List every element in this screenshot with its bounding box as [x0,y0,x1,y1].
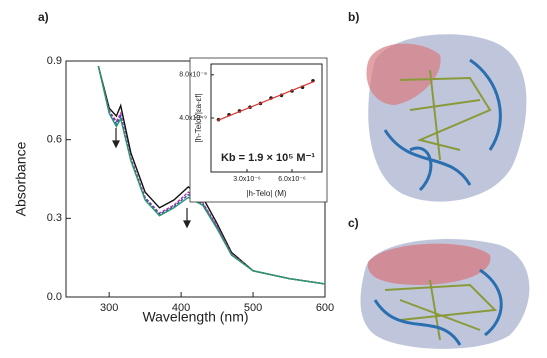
molecule-b [367,34,527,201]
y-tick-label: 0.3 [47,212,62,224]
y-tick-label: 0.9 [47,55,62,67]
annotation: Kb = 1.9 × 10⁵ M⁻¹ [221,152,315,164]
x-axis-label: |h-Telo| (M) [246,189,286,198]
figure: a) b) c) 3004005006000.00.30.60.9Wavelen… [0,0,547,358]
molecule-c [361,239,530,349]
x-tick-label: 6.0x10⁻⁶ [278,176,306,183]
x-tick-label: 600 [316,302,334,314]
x-axis-label: Wavelength (nm) [142,309,248,325]
panel-label: a) [38,10,49,24]
y-tick-label: 8.0x10⁻⁹ [179,72,207,79]
x-tick-label: 300 [100,302,118,314]
arrows [113,128,190,227]
y-axis-label: [h-Telo]/|εa-εf| [194,93,203,142]
y-tick-label: 0.0 [47,291,62,303]
panel-label: b) [348,10,359,24]
y-tick-label: 0.6 [47,134,62,146]
x-tick-label: 3.0x10⁻⁶ [233,176,261,183]
panel-label: c) [348,216,359,230]
y-axis-label: Absorbance [13,141,29,216]
